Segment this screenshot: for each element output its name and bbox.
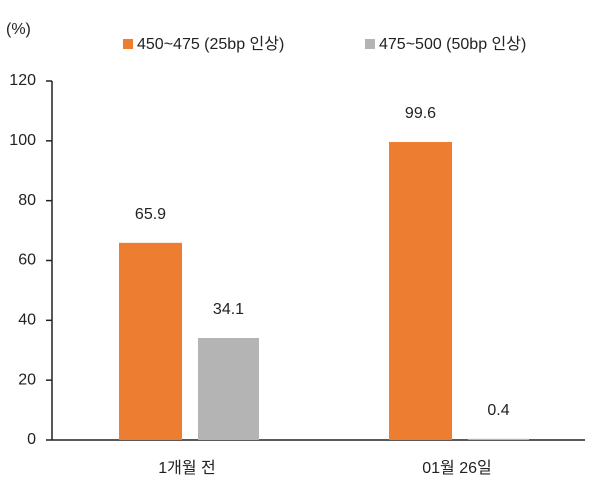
y-tick-label: 0 [27,431,36,448]
data-label: 99.6 [405,105,436,122]
data-label: 0.4 [487,402,509,419]
legend-swatch [365,39,375,49]
y-axis-label: (%) [6,21,31,38]
legend-label: 475~500 (50bp 인상) [379,35,526,53]
x-tick-label: 01월 26일 [422,459,491,477]
data-label: 65.9 [135,206,166,223]
bar [119,242,182,440]
legend-swatch [123,39,133,49]
y-tick-label: 80 [18,192,36,209]
bar [468,438,529,440]
bar [198,337,259,440]
y-tick-label: 120 [9,72,36,89]
y-tick-label: 60 [18,252,36,269]
x-tick-label: 1개월 전 [158,459,216,477]
y-tick-label: 40 [18,312,36,329]
y-tick-label: 20 [18,371,36,388]
legend-label: 450~475 (25bp 인상) [137,35,284,53]
data-label: 34.1 [213,301,244,318]
y-tick-label: 100 [9,132,36,149]
bar [389,142,452,440]
